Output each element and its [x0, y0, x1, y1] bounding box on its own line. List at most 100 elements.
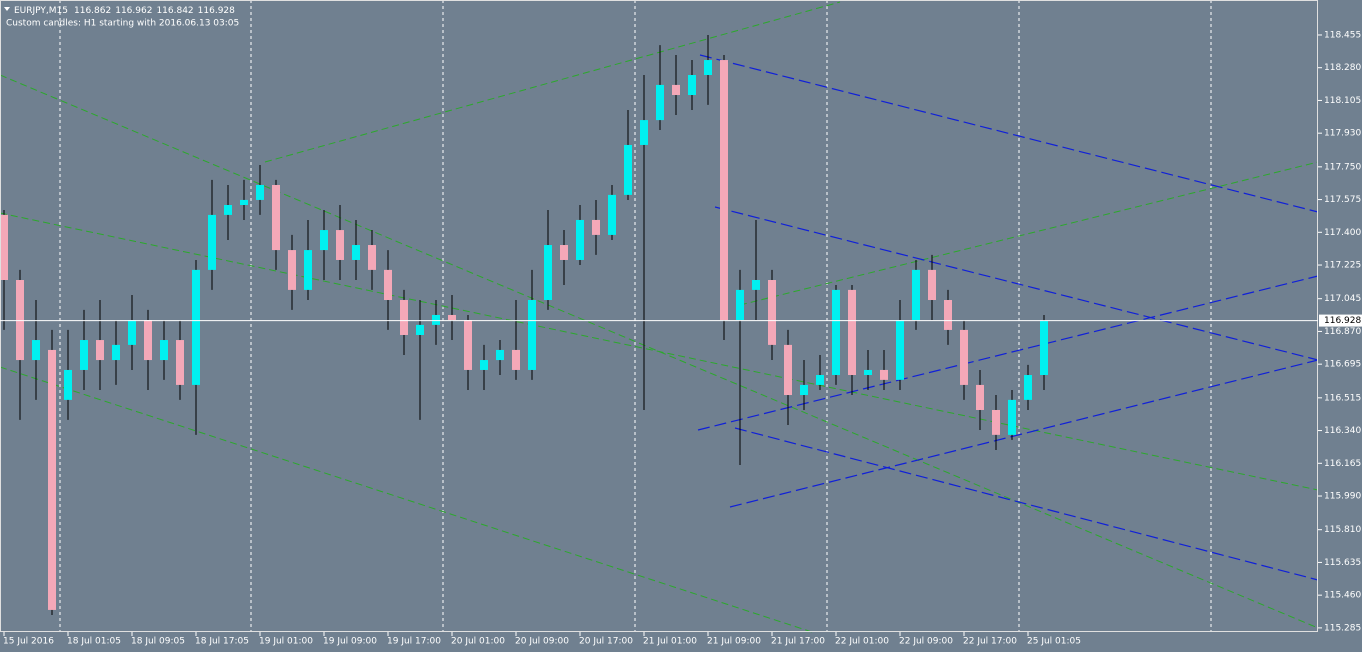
candle-body — [784, 344, 792, 396]
candle-body — [384, 269, 392, 301]
x-tick-label: 22 Jul 09:00 — [899, 637, 953, 647]
candle-body — [976, 384, 984, 410]
candle-body — [288, 250, 296, 290]
candle-body — [192, 269, 200, 385]
y-tick-label: 115.990 — [1324, 492, 1361, 502]
candle-body — [96, 340, 104, 361]
y-tick-label: 116.695 — [1324, 360, 1361, 370]
candle-body — [112, 344, 120, 361]
candle-body — [0, 214, 8, 280]
candle-body — [688, 75, 696, 96]
candle-body — [336, 230, 344, 260]
y-tick-label: 115.635 — [1324, 558, 1361, 568]
candle-body — [992, 409, 1000, 435]
dropdown-icon[interactable] — [4, 7, 10, 11]
candle-body — [144, 320, 152, 361]
candle-body — [448, 314, 456, 321]
green-line — [0, 212, 1319, 491]
candle-body — [672, 84, 680, 96]
candle-body — [896, 320, 904, 380]
candle-body — [768, 279, 776, 345]
x-tick-label: 22 Jul 01:00 — [835, 637, 889, 647]
y-tick-label: 116.870 — [1324, 327, 1361, 337]
y-tick-label: 117.225 — [1324, 261, 1361, 271]
x-tick-label: 20 Jul 01:00 — [451, 637, 505, 647]
close: 116.928 — [198, 6, 235, 16]
candle-body — [608, 194, 616, 235]
open: 116.862 — [74, 6, 111, 16]
current-price-label: 116.928 — [1324, 316, 1361, 326]
x-tick-label: 19 Jul 17:00 — [387, 637, 441, 647]
y-tick-label: 118.105 — [1324, 96, 1361, 106]
y-tick-label: 115.460 — [1324, 591, 1361, 601]
candle-body — [592, 219, 600, 235]
y-tick-label: 117.575 — [1324, 195, 1361, 205]
candle-body — [736, 289, 744, 321]
y-tick-label: 117.930 — [1324, 129, 1361, 139]
plot-frame — [0, 0, 1318, 632]
candle-body — [432, 314, 440, 325]
y-tick-label: 116.515 — [1324, 393, 1361, 403]
candle-body — [400, 300, 408, 335]
candle-body — [656, 84, 664, 121]
candle-body — [224, 204, 232, 215]
candle-body — [1024, 375, 1032, 400]
x-tick-label: 18 Jul 09:05 — [131, 637, 185, 647]
candle-body — [320, 230, 328, 251]
candle-body — [128, 320, 136, 345]
candle-body — [512, 349, 520, 370]
candle-body — [64, 369, 72, 400]
x-tick-label: 20 Jul 17:00 — [579, 637, 633, 647]
y-tick-label: 116.165 — [1324, 459, 1361, 469]
candle-body — [32, 340, 40, 361]
symbol: EURJPY,M15 — [14, 6, 68, 16]
candle-body — [272, 184, 280, 251]
candle-body — [640, 120, 648, 145]
candle-body — [544, 245, 552, 301]
candle-body — [416, 324, 424, 335]
x-tick-label: 15 Jul 2016 — [3, 637, 54, 647]
candle-body — [960, 329, 968, 385]
x-tick-label: 22 Jul 17:00 — [963, 637, 1017, 647]
candle-body — [880, 369, 888, 380]
blue-line — [714, 206, 1319, 361]
y-tick-label: 116.340 — [1324, 426, 1361, 436]
candle-body — [160, 340, 168, 361]
candle-body — [752, 279, 760, 290]
candle-body — [368, 245, 376, 270]
candle-body — [48, 349, 56, 610]
blue-line — [699, 54, 1319, 213]
green-line — [0, 74, 1319, 629]
x-tick-label: 20 Jul 09:00 — [515, 637, 569, 647]
trend-lines — [0, 1, 1319, 633]
candle-body — [864, 369, 872, 376]
candle-body — [928, 269, 936, 301]
y-tick-label: 117.400 — [1324, 228, 1361, 238]
low: 116.842 — [156, 6, 193, 16]
x-tick-label: 19 Jul 01:00 — [259, 637, 313, 647]
candle-body — [256, 184, 264, 200]
candle-body — [560, 245, 568, 260]
candle-body — [944, 300, 952, 330]
x-tick-label: 21 Jul 09:00 — [707, 637, 761, 647]
x-tick-label: 19 Jul 09:00 — [323, 637, 377, 647]
candle-body — [704, 60, 712, 76]
y-tick-label: 118.280 — [1324, 63, 1361, 73]
candle-body — [304, 250, 312, 290]
x-tick-label: 21 Jul 01:00 — [643, 637, 697, 647]
x-tick-label: 25 Jul 01:05 — [1027, 637, 1081, 647]
candle-body — [352, 245, 360, 260]
candle-body — [464, 320, 472, 370]
candle-body — [720, 60, 728, 321]
candle-body — [832, 289, 840, 376]
candle-body — [208, 214, 216, 270]
candle-body — [176, 340, 184, 385]
candle-body — [576, 219, 584, 260]
current-price-box — [1319, 314, 1362, 327]
candle-body — [480, 360, 488, 370]
green-line — [264, 1, 841, 163]
candle-body — [816, 375, 824, 385]
